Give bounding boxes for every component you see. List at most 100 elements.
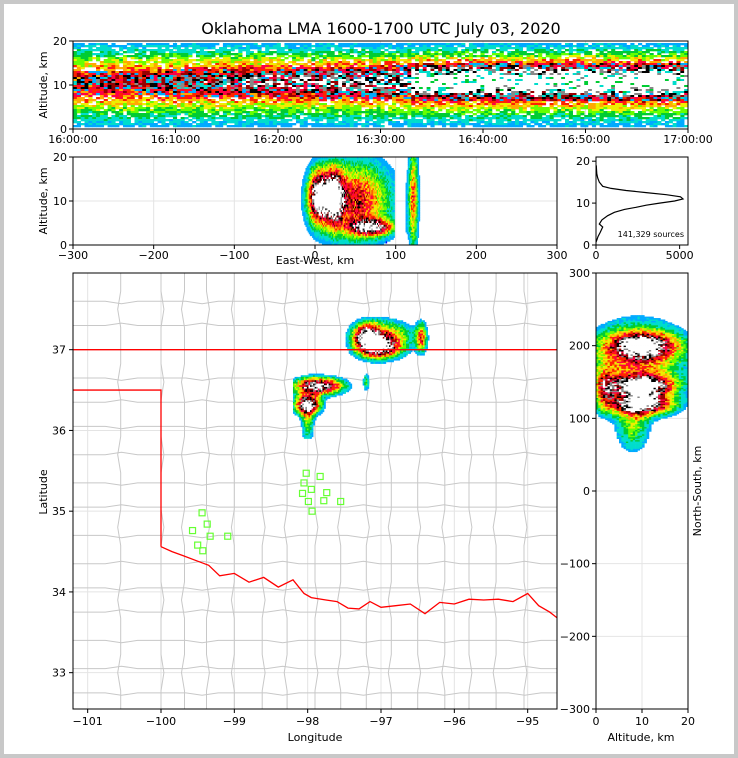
- time-height-cell: [199, 109, 204, 112]
- time-height-cell: [434, 111, 439, 114]
- time-height-cell: [146, 83, 151, 86]
- time-height-cell: [165, 89, 170, 92]
- time-height-cell: [422, 43, 427, 46]
- time-height-cell: [442, 115, 447, 118]
- time-height-cell: [457, 87, 462, 90]
- time-height-cell: [319, 43, 324, 46]
- time-height-cell: [461, 65, 466, 68]
- time-height-cell: [549, 85, 554, 88]
- time-height-cell: [572, 85, 577, 88]
- time-height-cell: [115, 75, 120, 78]
- time-height-cell: [472, 79, 477, 82]
- time-height-cell: [134, 101, 139, 104]
- time-height-cell: [541, 73, 547, 76]
- time-height-cell: [157, 45, 162, 48]
- time-height-cell: [211, 73, 216, 76]
- time-height-cell: [272, 125, 278, 128]
- time-height-cell: [111, 115, 116, 118]
- time-height-cell: [234, 47, 239, 50]
- time-height-cell: [526, 81, 531, 84]
- time-height-cell: [265, 121, 270, 124]
- time-height-cell: [511, 73, 516, 76]
- time-height-cell: [576, 123, 581, 126]
- time-height-cell: [234, 69, 239, 72]
- time-height-cell: [411, 69, 416, 72]
- time-height-cell: [292, 111, 297, 114]
- time-height-cell: [534, 115, 539, 118]
- time-height-cell: [465, 93, 470, 96]
- time-height-cell: [372, 67, 377, 70]
- time-height-cell: [484, 69, 489, 72]
- time-height-cell: [196, 67, 201, 70]
- time-height-cell: [422, 117, 427, 120]
- time-height-cell: [522, 105, 527, 108]
- time-height-cell: [561, 67, 566, 70]
- time-height-cell: [230, 125, 235, 128]
- time-height-cell: [292, 101, 297, 104]
- time-height-cell: [142, 97, 147, 100]
- time-height-cell: [565, 115, 570, 118]
- time-height-cell: [342, 61, 347, 64]
- time-height-cell: [222, 103, 228, 106]
- time-height-cell: [242, 115, 247, 118]
- time-height-cell: [357, 59, 362, 62]
- time-height-cell: [530, 91, 535, 94]
- time-height-cell: [515, 51, 520, 54]
- time-height-cell: [503, 83, 508, 86]
- time-height-cell: [265, 67, 270, 70]
- time-height-cell: [180, 91, 185, 94]
- time-height-cell: [565, 75, 570, 78]
- time-height-cell: [219, 117, 224, 120]
- time-height-cell: [303, 79, 308, 82]
- time-height-cell: [534, 103, 539, 106]
- time-height-cell: [365, 85, 370, 88]
- time-height-cell: [507, 99, 512, 102]
- time-height-cell: [130, 51, 135, 54]
- time-height-cell: [368, 95, 374, 98]
- time-height-cell: [265, 105, 270, 108]
- time-height-cell: [411, 65, 416, 68]
- time-height-cell: [468, 53, 474, 56]
- time-height-cell: [176, 89, 181, 92]
- time-height-cell: [280, 111, 285, 114]
- time-height-cell: [495, 107, 500, 110]
- time-height-cell: [476, 55, 481, 58]
- time-height-cell: [172, 107, 178, 110]
- time-height-cell: [472, 93, 477, 96]
- time-height-cell: [245, 65, 251, 68]
- time-height-cell: [319, 87, 324, 90]
- time-height-cell: [184, 45, 189, 48]
- time-height-cell: [561, 109, 566, 112]
- time-height-cell: [207, 105, 212, 108]
- time-height-cell: [269, 107, 274, 110]
- time-height-cell: [222, 95, 228, 98]
- time-height-cell: [219, 77, 224, 80]
- time-height-cell: [530, 105, 535, 108]
- time-height-cell: [122, 83, 128, 86]
- time-height-cell: [572, 87, 577, 90]
- time-height-cell: [572, 77, 577, 80]
- time-height-cell: [488, 71, 493, 74]
- time-height-cell: [365, 113, 370, 116]
- time-height-cell: [549, 115, 554, 118]
- time-height-cell: [449, 69, 454, 72]
- time-height-cell: [561, 65, 566, 68]
- time-height-cell: [495, 75, 500, 78]
- time-height-cell: [315, 111, 320, 114]
- time-height-cell: [372, 89, 377, 92]
- time-height-cell: [372, 115, 377, 118]
- time-height-cell: [99, 65, 105, 68]
- time-height-cell: [92, 71, 97, 74]
- time-height-cell: [530, 85, 535, 88]
- time-height-cell: [565, 67, 570, 70]
- time-height-cell: [538, 77, 543, 80]
- time-height-cell: [484, 87, 489, 90]
- time-height-cell: [122, 77, 128, 80]
- time-height-cell: [96, 121, 101, 124]
- time-height-cell: [99, 89, 105, 92]
- time-height-cell: [388, 77, 393, 80]
- time-height-cell: [522, 77, 527, 80]
- time-height-cell: [115, 123, 120, 126]
- time-height-cell: [461, 123, 466, 126]
- time-height-cell: [103, 123, 108, 126]
